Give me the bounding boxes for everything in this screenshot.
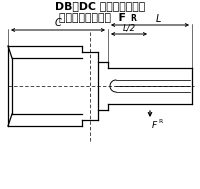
Text: R: R bbox=[130, 14, 136, 23]
Text: C: C bbox=[55, 19, 61, 29]
Text: L/2: L/2 bbox=[122, 23, 136, 33]
Text: L: L bbox=[155, 13, 161, 23]
Text: DB、DC 型减速器输出轴: DB、DC 型减速器输出轴 bbox=[55, 1, 145, 11]
Text: R: R bbox=[158, 119, 162, 124]
Text: F: F bbox=[152, 121, 157, 130]
Text: 轴伸许用径向载荷  F: 轴伸许用径向载荷 F bbox=[59, 12, 125, 22]
